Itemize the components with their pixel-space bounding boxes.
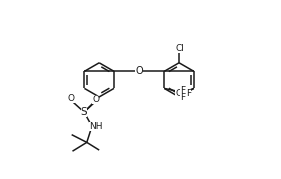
Text: O: O — [135, 66, 143, 76]
Text: O: O — [92, 95, 99, 104]
Text: Cl: Cl — [175, 44, 184, 53]
Text: F: F — [180, 93, 185, 102]
Text: F: F — [180, 86, 185, 95]
Text: Cl: Cl — [175, 89, 184, 98]
Text: F: F — [186, 89, 191, 98]
Text: O: O — [68, 94, 74, 103]
Text: S: S — [81, 107, 87, 117]
Text: NH: NH — [89, 122, 103, 131]
